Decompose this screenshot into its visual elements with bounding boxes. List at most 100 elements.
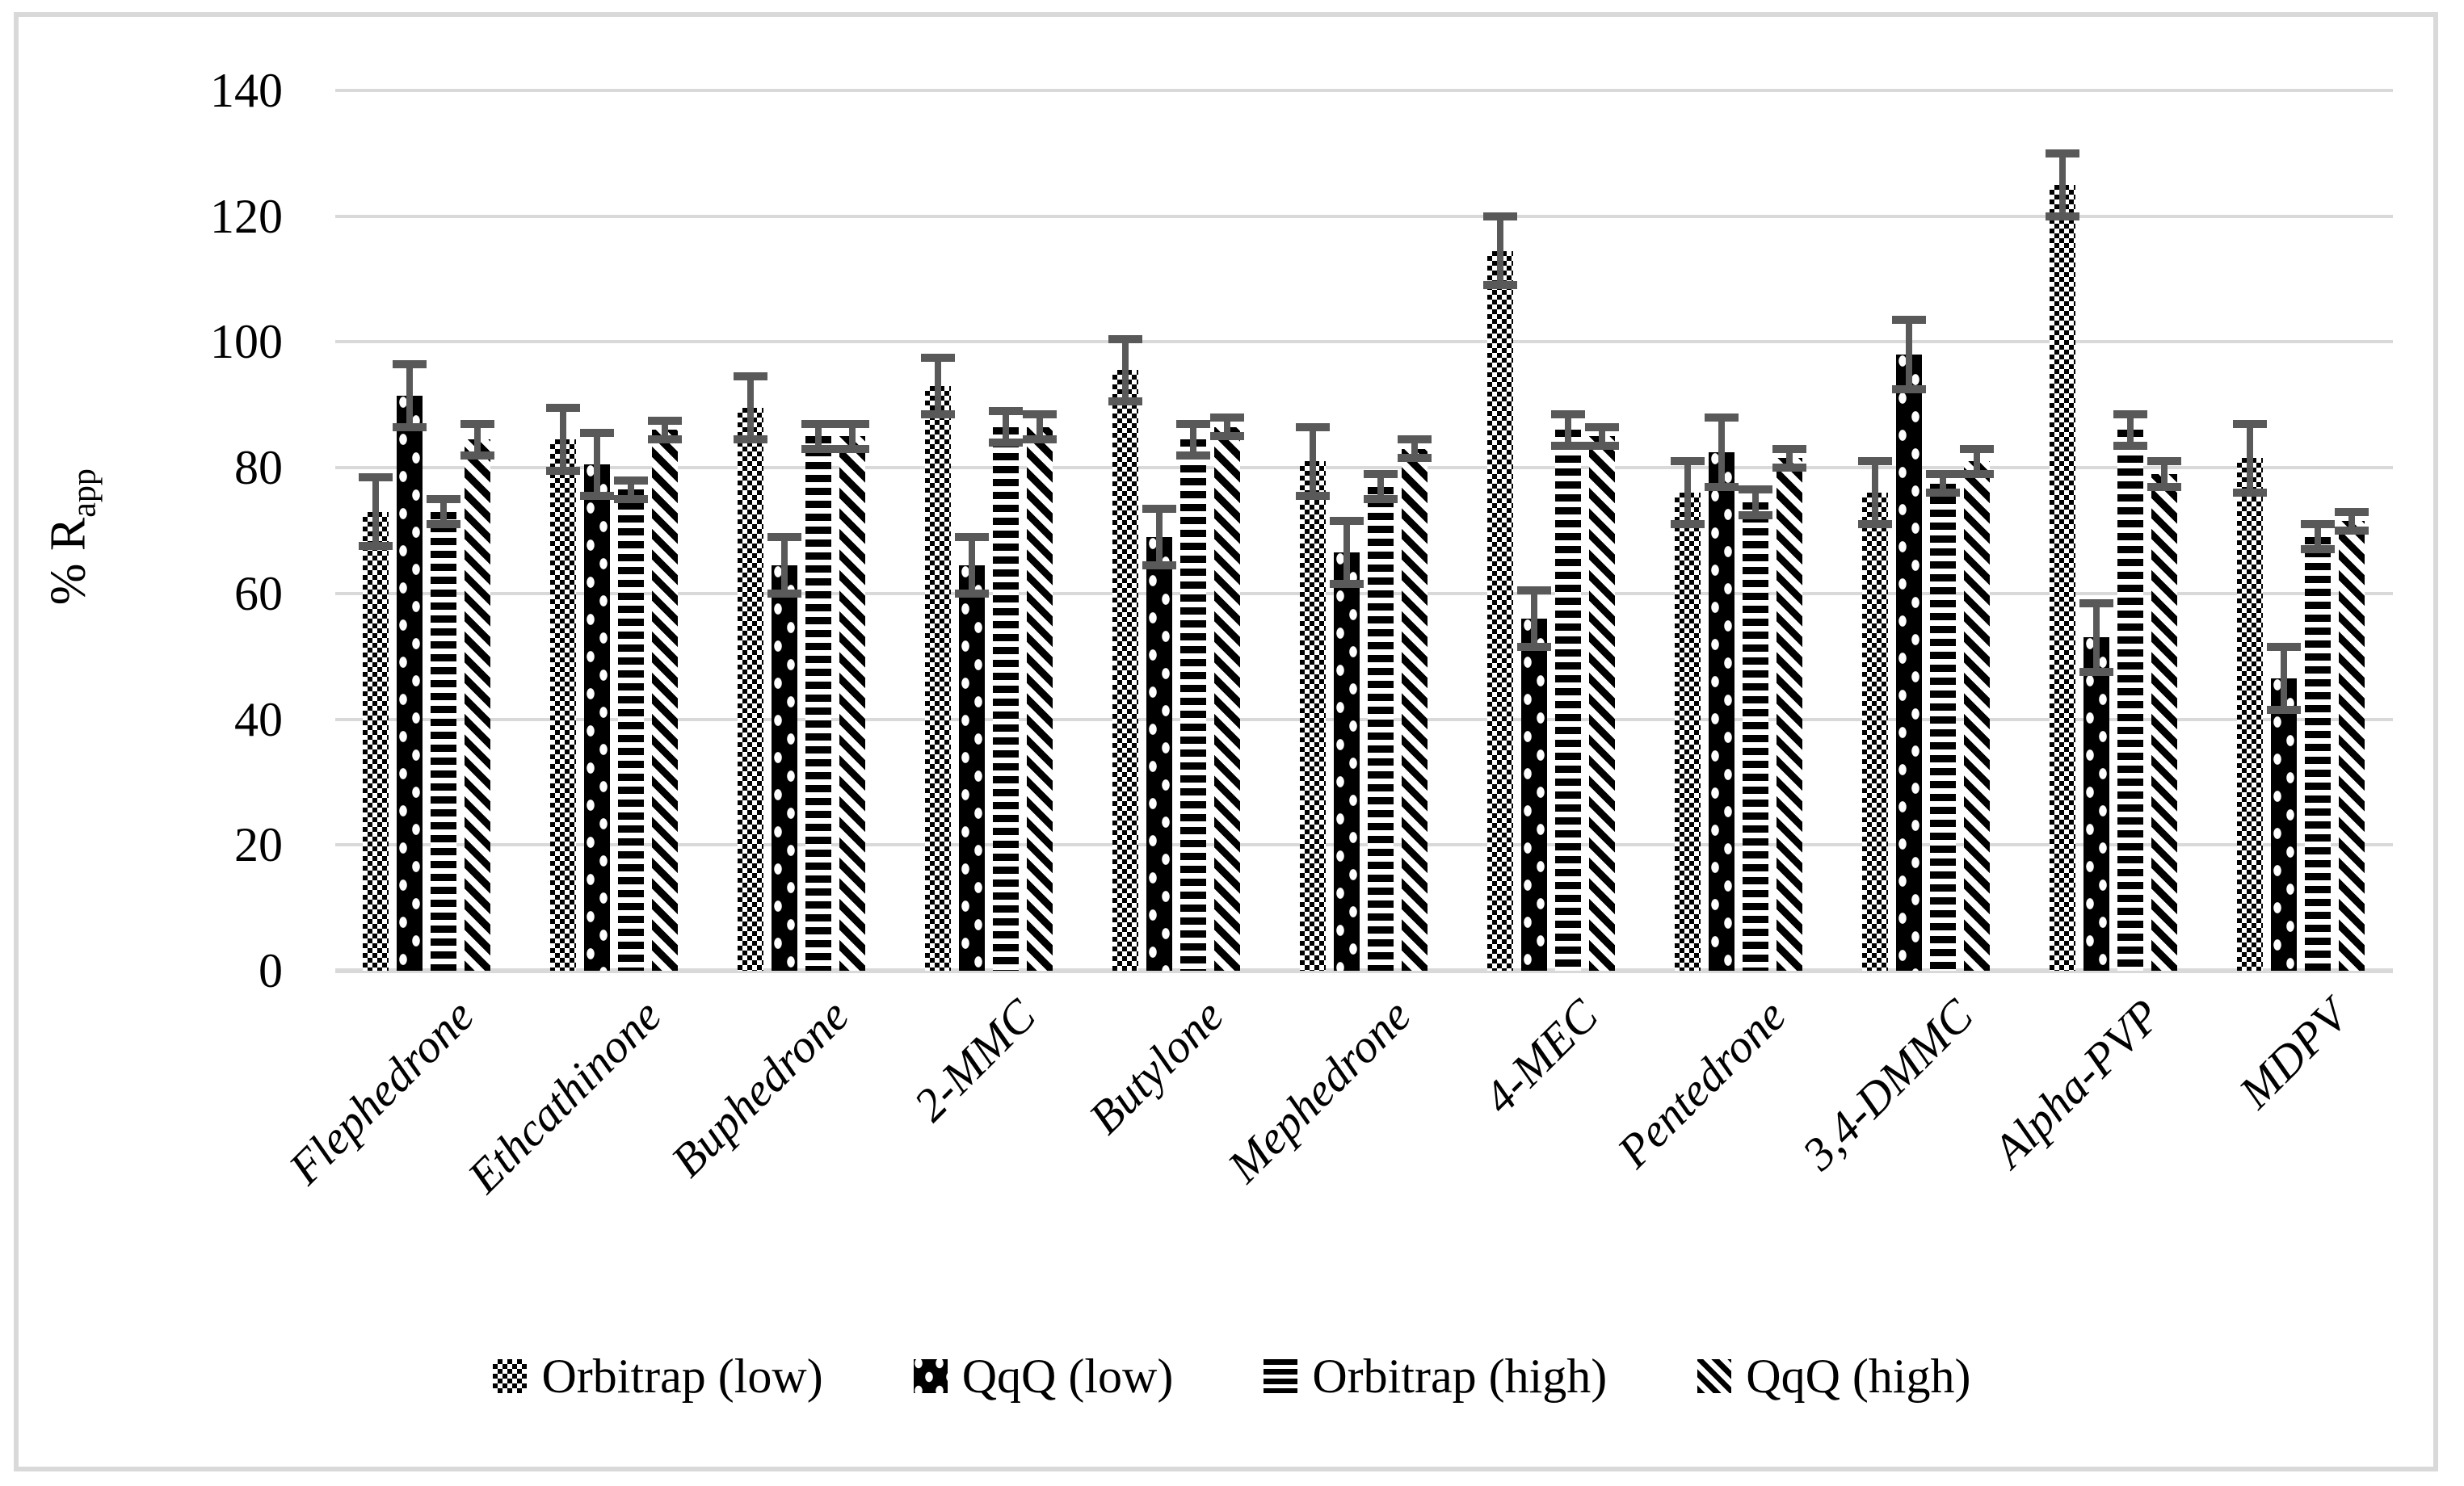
bar-qqq-high--mdpv [2339,521,2365,971]
legend: Orbitrap (low) QqQ (low) Orbitrap (high) Qq… [0,1342,2464,1410]
error-bar-cap [1551,409,1585,418]
x-tick-label-alpha-pvp: Alpha-PVP [1982,989,2171,1177]
error-bar [1003,411,1009,443]
error-bar [474,423,481,455]
error-bar-cap [1671,457,1705,466]
legend-marker-checkerboard-icon [493,1359,528,1393]
gridline-40 [335,717,2393,721]
error-bar [1497,216,1503,286]
error-bar-cap [1517,643,1551,652]
error-bar-cap [1142,560,1176,569]
error-bar-cap [2147,482,2181,491]
error-bar [1906,320,1912,389]
error-bar-cap [2046,149,2079,157]
error-bar [372,476,379,547]
error-bar-cap [1960,444,1994,453]
bar-qqq-low--butylone [1146,536,1172,971]
error-bar-cap [2079,598,2113,607]
error-bar-cap [2335,507,2369,516]
legend-label: Orbitrap (low) [541,1350,823,1403]
error-bar-cap [1772,464,1806,472]
gridline-100 [335,340,2393,344]
error-bar-cap [734,372,767,381]
bar-orbitrap-high--2-mmc [993,426,1019,971]
bar-orbitrap-high--mdpv [2305,536,2331,971]
error-bar-cap [2079,668,2113,677]
error-bar-cap [1023,435,1057,444]
error-bar [969,536,975,594]
error-bar [849,423,856,449]
error-bar-cap [801,419,835,428]
error-bar-cap [1960,469,1994,478]
bar-orbitrap-high--3,4-dmmc [1930,483,1956,971]
y-tick-label-120: 120 [210,189,283,243]
bar-qqq-high--2-mmc [1027,426,1053,971]
bar-qqq-low--pentedrone [1709,451,1734,971]
x-tick-label-3,4-dmmc: 3,4-DMMC [1792,989,1983,1180]
error-bar [1565,413,1571,446]
error-bar-cap [460,419,494,428]
y-tick-label-0: 0 [259,944,283,997]
bar-qqq-high--alpha-pvp [2151,473,2177,971]
error-bar-cap [1585,422,1619,431]
error-bar [1684,461,1691,525]
x-tick-label-mephedrone: Mephedrone [1217,989,1421,1193]
error-bar [406,363,413,427]
error-bar-cap [427,520,460,529]
error-bar-cap [1892,316,1926,325]
x-tick-label-pentedrone: Pentedrone [1607,989,1796,1178]
error-bar [1940,473,1946,493]
y-tick-label-100: 100 [210,315,283,369]
gridline-140 [335,89,2393,92]
y-tick-label-40: 40 [234,692,283,746]
error-bar-cap [1739,510,1772,519]
bar-orbitrap-high--alpha-pvp [2117,430,2143,971]
error-bar-cap [1023,409,1057,418]
error-bar [2161,461,2168,487]
error-bar-cap [648,416,682,425]
error-bar-cap [1210,432,1244,441]
error-bar-cap [1210,413,1244,422]
error-bar [560,408,566,472]
bar-orbitrap-low--2-mmc [925,385,951,971]
gridline-60 [335,591,2393,595]
error-bar-cap [835,419,869,428]
error-bar-cap [1483,281,1517,290]
error-bar-cap [359,542,393,551]
gridline-20 [335,843,2393,847]
error-bar-cap [1142,504,1176,513]
error-bar-cap [614,476,648,485]
error-bar-cap [1739,485,1772,494]
error-bar-cap [921,409,955,418]
error-bar [781,536,788,594]
y-tick-label-80: 80 [234,441,283,495]
error-bar [1531,590,1537,648]
y-tick-label-20: 20 [234,818,283,872]
error-bar [2348,511,2355,531]
error-bar-cap [1330,580,1364,589]
error-bar [1122,338,1129,402]
error-bar-cap [393,359,427,368]
y-tick-label-140: 140 [210,64,283,117]
error-bar [1377,473,1384,500]
error-bar-cap [1926,489,1960,497]
bar-orbitrap-low--ethcathinone [550,439,576,971]
error-bar-cap [2147,457,2181,466]
error-bar-cap [955,589,989,598]
error-bar-cap [1892,384,1926,393]
legend-marker-white-dots-on-black-icon [913,1359,948,1393]
x-tick-label-buphedrone: Buphedrone [660,989,859,1187]
error-bar-cap [801,444,835,453]
error-bar [2247,423,2253,493]
error-bar-cap [1585,441,1619,450]
error-bar-cap [1296,492,1330,501]
error-bar-cap [989,439,1023,447]
error-bar-cap [921,353,955,362]
x-axis-line [335,968,2393,973]
legend-label: QqQ (high) [1746,1350,1971,1403]
bar-orbitrap-high--ethcathinone [618,489,644,971]
legend-label: QqQ (low) [961,1350,1174,1403]
error-bar-cap [427,495,460,504]
error-bar-cap [767,589,801,598]
error-bar-cap [1671,520,1705,529]
